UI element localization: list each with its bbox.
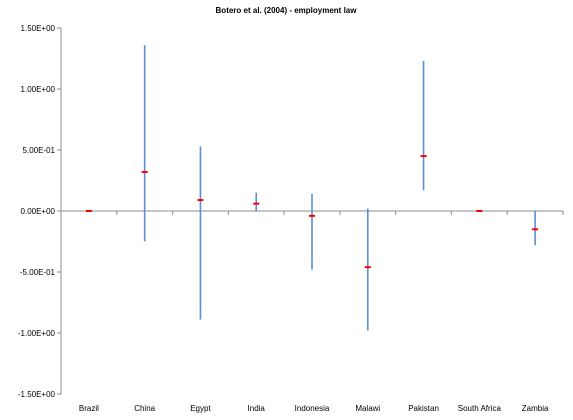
data-points bbox=[85, 155, 539, 269]
y-tick-label: -1.50E+00 bbox=[18, 390, 56, 399]
y-ticks: 1.50E+00 1.00E+00 5.00E-01 0.00E+00 -5.00E-0… bbox=[18, 24, 61, 399]
chart-title: Botero et al. (2004) - employment law bbox=[216, 6, 358, 15]
x-tick-label: Pakistan bbox=[408, 404, 439, 413]
x-tick-label: Malawi bbox=[355, 404, 380, 413]
x-tick-label: India bbox=[248, 404, 266, 413]
x-ticks: Brazil China Egypt India Indonesia Malawi Paki… bbox=[60, 211, 564, 413]
x-tick-label: Egypt bbox=[190, 404, 211, 413]
x-tick-label: Brazil bbox=[79, 404, 99, 413]
x-tick-label: Indonesia bbox=[295, 404, 330, 413]
x-tick-label: China bbox=[134, 404, 155, 413]
y-tick-label: 1.00E+00 bbox=[21, 85, 56, 94]
y-tick-label: 0.00E+00 bbox=[21, 207, 56, 216]
x-tick-label: South Africa bbox=[458, 404, 502, 413]
y-tick-label: 5.00E-01 bbox=[23, 146, 56, 155]
x-tick-label: Zambia bbox=[522, 404, 549, 413]
y-tick-label: 1.50E+00 bbox=[21, 24, 56, 33]
y-tick-label: -5.00E-01 bbox=[20, 268, 56, 277]
y-tick-label: -1.00E+00 bbox=[18, 329, 56, 338]
error-ranges bbox=[143, 45, 536, 331]
